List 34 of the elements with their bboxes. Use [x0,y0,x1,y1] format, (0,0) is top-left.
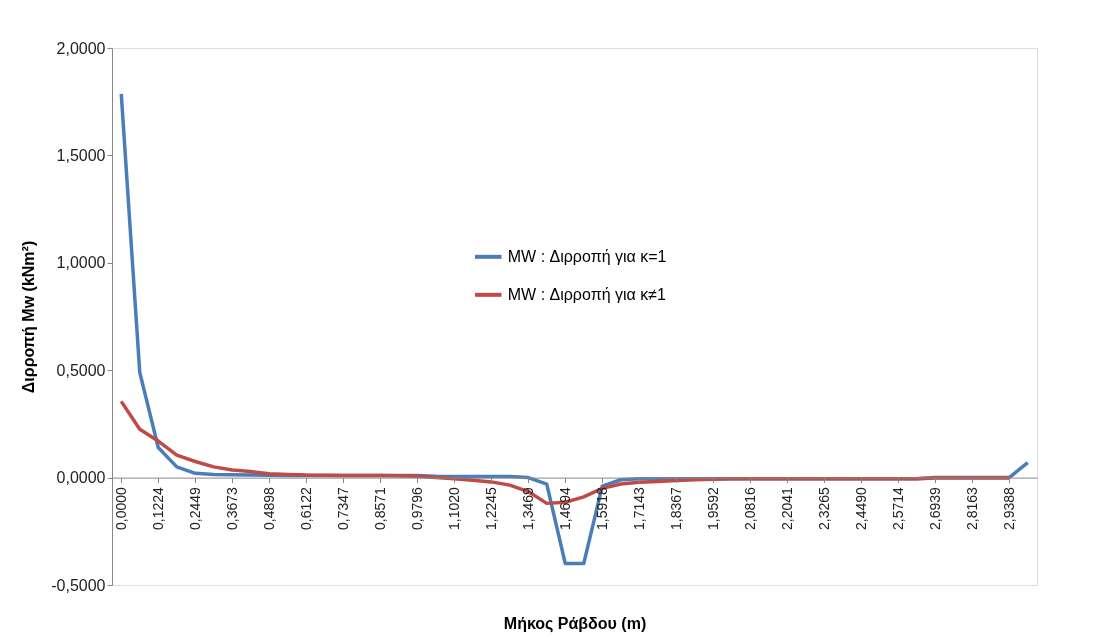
x-tick-label: 1,5918 [593,486,610,530]
y-axis-title: Διρροπή Mw (kNm²) [20,240,38,394]
x-tick-label: 2,2041 [778,486,795,530]
x-tick-label: 2,5714 [889,486,906,530]
x-tick-label: 0,3673 [223,486,240,530]
x-tick-label: 0,7347 [334,486,351,530]
x-tick-label: 0,1224 [149,486,166,530]
legend-label: MW : Διρροπή για κ≠1 [507,285,667,303]
y-tick-label: 1,0000 [56,254,106,272]
x-tick-label: 1,4694 [556,486,573,530]
x-tick-label: 1,1020 [445,486,462,530]
x-tick-label: 2,3265 [815,486,832,530]
x-tick-label: 1,7143 [630,486,647,530]
x-tick-label: 0,8571 [371,486,388,530]
x-tick-label: 2,8163 [963,486,980,530]
x-tick-label: 1,3469 [519,486,536,530]
x-tick-label: 1,2245 [482,486,499,530]
legend-label: MW : Διρροπή για κ=1 [507,247,667,265]
y-tick-label: 2,0000 [56,39,106,57]
y-tick-label: 1,5000 [56,146,106,164]
x-tick-label: 0,9796 [408,486,425,530]
x-tick-label: 0,6122 [297,486,314,530]
x-tick-label: 0,2449 [186,486,203,530]
x-tick-label: 2,0816 [741,486,758,530]
y-tick-label: 0,5000 [56,361,106,379]
y-tick-label: 0,0000 [56,469,106,487]
y-tick-label: -0,5000 [51,576,106,594]
x-tick-label: 2,9388 [1000,486,1017,530]
x-tick-label: 2,6939 [926,486,943,530]
x-tick-label: 1,9592 [704,486,721,530]
x-axis-title: Μήκος Ράβδου (m) [503,614,647,633]
x-tick-label: 0,4898 [260,486,277,530]
x-tick-label: 1,8367 [667,486,684,530]
x-tick-label: 2,4490 [852,486,869,530]
